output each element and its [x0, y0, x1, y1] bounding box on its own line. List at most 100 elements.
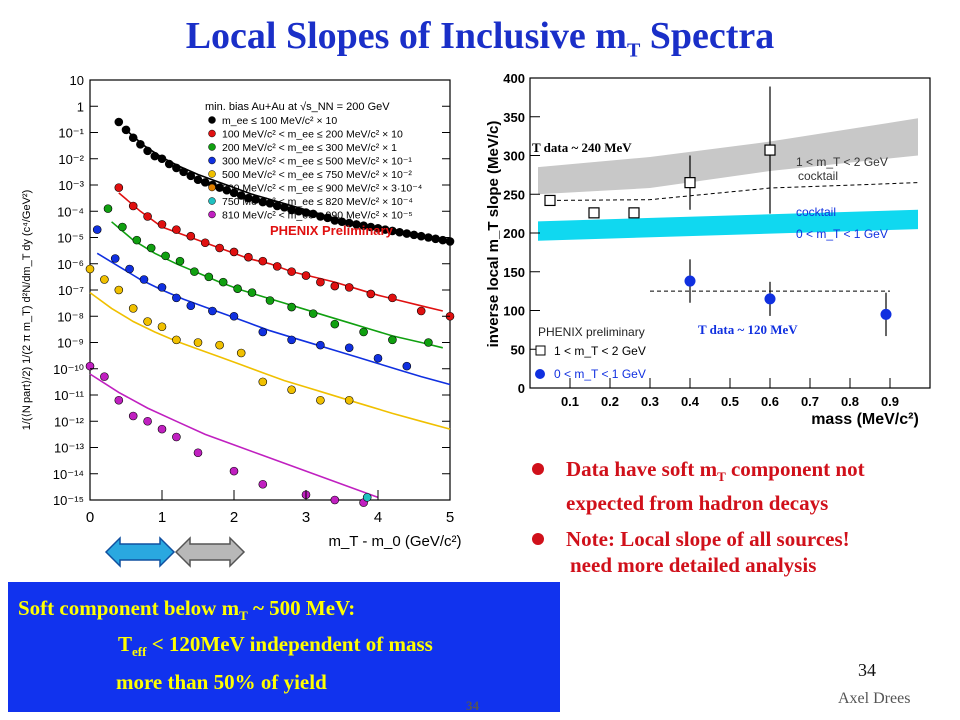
open-point: [588, 207, 600, 219]
left-y-tick-label: 10⁻⁸: [57, 309, 84, 324]
spectrum-point: [85, 264, 95, 274]
open-point: [764, 144, 776, 156]
spectrum-point: [143, 416, 152, 426]
left-prelim-label: PHENIX Preliminary: [270, 223, 394, 238]
open-point: [544, 194, 556, 207]
spectrum-point: [157, 154, 167, 164]
cocktail-high-range: 1 < m_T < 2 GeV: [796, 155, 888, 169]
right-x-tick-label: 0.6: [761, 394, 779, 409]
soft-box-line1: Soft component below mT ~ 500 MeV:: [18, 596, 356, 624]
spectrum-point: [193, 448, 203, 458]
spectrum-point: [114, 395, 124, 405]
spectrum-point: [402, 229, 412, 238]
spectrum-point: [186, 231, 196, 241]
right-x-tick-label: 0.9: [881, 394, 899, 409]
right-y-axis-label: inverse local m_T slope (MeV/c): [485, 121, 502, 348]
spectrum-point: [416, 306, 426, 316]
spectrum-point: [128, 133, 138, 143]
spectrum-point: [229, 311, 239, 321]
left-legend-label: 300 MeV/c² < m_ee ≤ 500 MeV/c² × 10⁻¹: [222, 156, 412, 168]
spectrum-point: [110, 254, 120, 263]
left-x-axis-label: m_T - m_0 (GeV/c²): [328, 533, 461, 550]
spectrum-point: [233, 284, 242, 293]
spectrum-point: [359, 327, 368, 337]
left-legend-label: 750 MeV/c² < m_ee ≤ 820 MeV/c² × 10⁻⁴: [222, 196, 413, 208]
spectrum-point: [150, 151, 160, 161]
left-x-tick-label: 5: [446, 509, 454, 526]
spectrum-point: [330, 495, 340, 505]
left-x-tick-label: 0: [86, 509, 94, 526]
spectrum-point: [344, 283, 354, 292]
spectrum-point: [272, 262, 282, 271]
soft-box-line3: more than 50% of yield: [116, 670, 327, 694]
right-y-tick-label: 300: [503, 149, 525, 164]
right-x-tick-label: 0.8: [841, 394, 859, 409]
bullet-list: Data have soft mT component not expected …: [530, 456, 950, 578]
spectrum-point: [395, 227, 404, 237]
spectrum-point: [143, 317, 152, 326]
spectrum-point: [287, 385, 296, 395]
spectrum-point: [208, 306, 217, 316]
page-number: 34: [858, 660, 876, 680]
left-legend-label: 810 MeV/c² < m_ee ≤ 990 MeV/c² × 10⁻⁵: [222, 210, 413, 222]
spectrum-point: [128, 411, 138, 421]
spectrum-point: [100, 372, 109, 381]
left-legend-marker: [208, 210, 216, 219]
spectrum-point: [316, 277, 325, 287]
spectrum-point: [308, 309, 318, 318]
left-y-tick-label: 1: [77, 99, 84, 114]
spectrum-point: [172, 163, 181, 173]
t-data-high-annotation: T data ~ 240 MeV: [532, 140, 632, 155]
left-legend-marker: [208, 143, 216, 151]
spectrum-point: [103, 204, 113, 213]
spectrum-point: [128, 201, 138, 211]
spectrum-point: [157, 220, 167, 229]
right-x-axis-label: mass (MeV/c²): [811, 411, 919, 428]
right-y-tick-label: 100: [503, 304, 525, 319]
spectrum-point: [157, 424, 167, 434]
spectrum-point: [139, 275, 149, 284]
spectrum-line: [89, 291, 451, 430]
spectrum-point: [143, 146, 152, 156]
spectrum-point: [157, 283, 167, 292]
spectrum-point: [190, 267, 199, 276]
right-y-tick-label: 0: [518, 381, 525, 396]
left-x-tick-label: 4: [374, 509, 382, 526]
left-legend-label: m_ee ≤ 100 MeV/c² × 10: [222, 115, 337, 127]
spectrum-point: [388, 335, 397, 345]
spectrum-point: [215, 340, 224, 350]
t-data-low-annotation: T data ~ 120 MeV: [698, 322, 798, 337]
left-legend-marker: [208, 116, 216, 124]
spectrum-point: [258, 327, 268, 337]
left-y-tick-label: 10⁻⁶: [57, 257, 84, 272]
spectrum-point: [132, 235, 142, 245]
slope-chart: 0 50 100 150 200 250 300 350 400 0.1 0.2 0.3 0.4 0.5 0…: [480, 66, 940, 446]
right-y-tick-label: 400: [503, 71, 525, 86]
spectrum-point: [301, 271, 311, 280]
right-x-tick-label: 0.3: [641, 394, 659, 409]
left-y-axis-label: 1/(⟨N part⟩/2) 1/(2 π m_T) d²N/dm_T dy (…: [21, 190, 33, 431]
spectrum-point: [388, 293, 397, 303]
spectrum-line: [89, 373, 379, 499]
spectrum-point: [287, 267, 296, 276]
spectrum-point: [258, 256, 268, 266]
spectrum-point: [424, 338, 433, 347]
cocktail-band-low: [538, 209, 918, 241]
right-x-tick-label: 0.7: [801, 394, 819, 409]
spectrum-point: [186, 301, 196, 311]
right-y-tick-label: 200: [503, 226, 525, 241]
spectrum-point: [366, 289, 376, 299]
spectrum-point: [164, 159, 174, 169]
left-y-tick-label: 10⁻¹³: [54, 441, 85, 456]
spectrum-point: [344, 395, 354, 405]
left-legend-label: 600 MeV/c² < m_ee ≤ 900 MeV/c² × 3·10⁻⁴: [222, 183, 422, 195]
spectrum-point: [114, 285, 124, 295]
spectrum-point: [172, 225, 181, 234]
spectrum-point: [200, 238, 210, 248]
cocktail-low-range: 0 < m_T < 1 GeV: [796, 227, 888, 241]
spectrum-point: [265, 296, 275, 305]
bullet-item: Data have soft mT component not expected …: [530, 456, 950, 516]
right-y-tick-label: 250: [503, 187, 525, 202]
spectrum-point: [258, 377, 268, 387]
legend-open-label: 1 < m_T < 2 GeV: [554, 344, 646, 358]
